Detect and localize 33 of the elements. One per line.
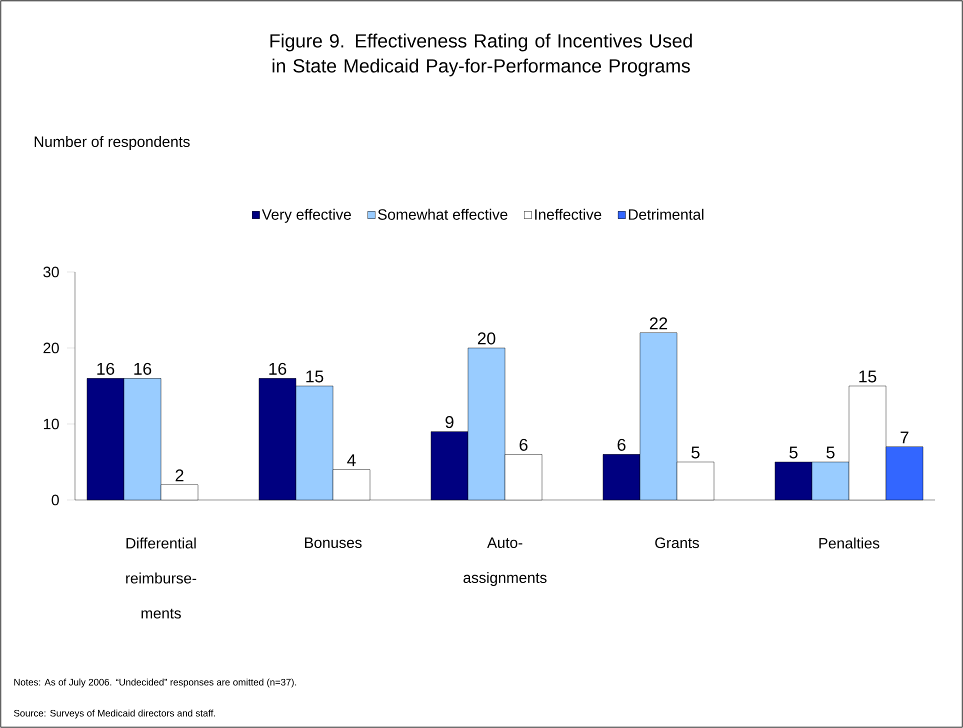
- legend-label: Detrimental: [628, 208, 704, 220]
- text: Notes: As of July 2006. “Undecided” responses are omitted (n=37).: [14, 678, 296, 688]
- legend-label: Somewhat effective: [378, 208, 508, 220]
- data-label: 6: [618, 438, 626, 451]
- data-label: 9: [446, 416, 454, 428]
- y-tick-label: 0: [52, 494, 59, 506]
- y-tick-label: 30: [43, 266, 59, 278]
- legend-label: Ineffective: [535, 208, 602, 220]
- data-label: 5: [691, 446, 700, 458]
- data-label: 15: [859, 370, 876, 382]
- category-label: Differential reimburse-ments: [126, 538, 196, 619]
- data-label: 16: [269, 362, 286, 375]
- data-label: 22: [650, 317, 668, 330]
- data-label: 5: [826, 446, 835, 458]
- category-label: Auto-assignments: [464, 538, 547, 586]
- data-label: 4: [347, 454, 356, 466]
- data-label: 20: [478, 332, 496, 344]
- y-tick-label: 10: [44, 418, 59, 430]
- y-tick-label: 20: [44, 342, 59, 354]
- data-label: 5: [789, 446, 798, 458]
- legend-label: Very effective: [262, 208, 351, 223]
- chart-title: Figure 9. Effectiveness Rating of Incentives Used in State Medicaid Pay-for-Performance Programs: [270, 34, 692, 76]
- x-tick-label: Grants: [655, 538, 699, 548]
- data-label: 16: [97, 362, 114, 375]
- x-tick-label: Bonuses: [305, 538, 362, 548]
- text: Number of respondents: [34, 136, 190, 150]
- x-tick-label: Penalties: [819, 538, 880, 549]
- data-label: 15: [306, 370, 324, 382]
- data-label: 16: [134, 362, 152, 375]
- data-label: 6: [520, 438, 528, 451]
- source-note: Source: Surveys of Medicaid directors and staff.: [14, 710, 216, 718]
- data-label: 7: [900, 432, 908, 444]
- data-label: 2: [176, 469, 184, 482]
